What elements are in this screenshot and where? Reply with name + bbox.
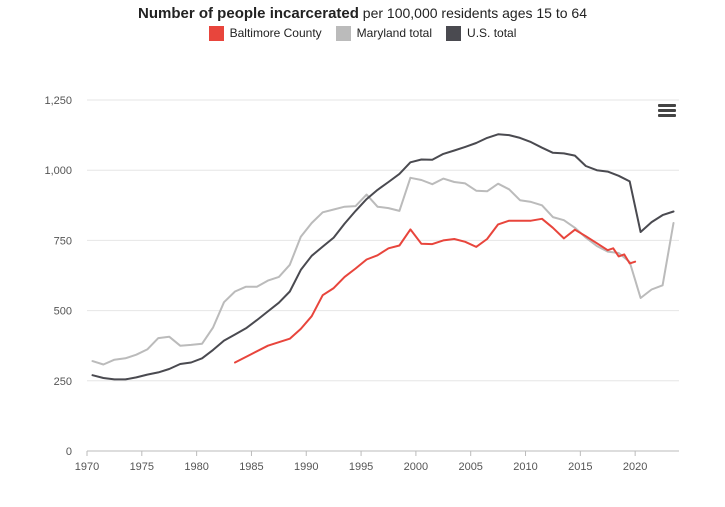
x-tick-label-2015: 2015 xyxy=(568,461,592,473)
legend-item-baltimore[interactable]: Baltimore County xyxy=(208,25,322,41)
chart-menu-icon[interactable] xyxy=(658,104,676,120)
chart-title-subtitle: per 100,000 residents ages 15 to 64 xyxy=(358,5,587,21)
x-tick-label-2005: 2005 xyxy=(458,461,482,473)
y-tick-label-750: 750 xyxy=(54,235,72,247)
y-tick-label-500: 500 xyxy=(54,306,72,318)
series-line-maryland-total xyxy=(91,176,675,366)
x-tick-label-2000: 2000 xyxy=(404,461,428,473)
legend-label-maryland: Maryland total xyxy=(356,26,433,40)
legend-label-baltimore: Baltimore County xyxy=(229,26,322,40)
x-tick-label-2010: 2010 xyxy=(513,461,537,473)
y-tick-label-0: 0 xyxy=(66,446,72,458)
x-tick-label-1995: 1995 xyxy=(349,461,373,473)
x-tick-label-1975: 1975 xyxy=(130,461,154,473)
legend: Baltimore County Maryland total U.S. tot… xyxy=(0,25,725,41)
legend-item-maryland[interactable]: Maryland total xyxy=(335,25,433,41)
chart-title: Number of people incarcerated per 100,00… xyxy=(0,4,725,23)
legend-item-us[interactable]: U.S. total xyxy=(446,25,516,41)
x-tick-label-1990: 1990 xyxy=(294,461,318,473)
y-tick-label-1000: 1,000 xyxy=(44,165,72,177)
series-lines xyxy=(91,133,675,381)
x-tick-label-1985: 1985 xyxy=(239,461,263,473)
series-line-baltimore-county xyxy=(234,217,637,364)
x-tick-label-2020: 2020 xyxy=(623,461,647,473)
chart-title-bold: Number of people incarcerated xyxy=(138,5,359,22)
x-tick-label-1970: 1970 xyxy=(75,461,99,473)
legend-swatch-maryland xyxy=(335,25,351,41)
legend-swatch-us xyxy=(446,25,462,41)
y-tick-label-250: 250 xyxy=(54,376,72,388)
grid-lines xyxy=(87,99,679,382)
x-tick-label-1980: 1980 xyxy=(184,461,208,473)
y-tick-label-1250: 1,250 xyxy=(44,95,72,107)
legend-label-us: U.S. total xyxy=(467,26,517,40)
legend-swatch-baltimore xyxy=(208,25,224,41)
series-line-us-total xyxy=(91,133,675,381)
axes: 0 250 500 750 1,000 1,250 1970 1975 1980 1985 1990… xyxy=(44,95,679,473)
